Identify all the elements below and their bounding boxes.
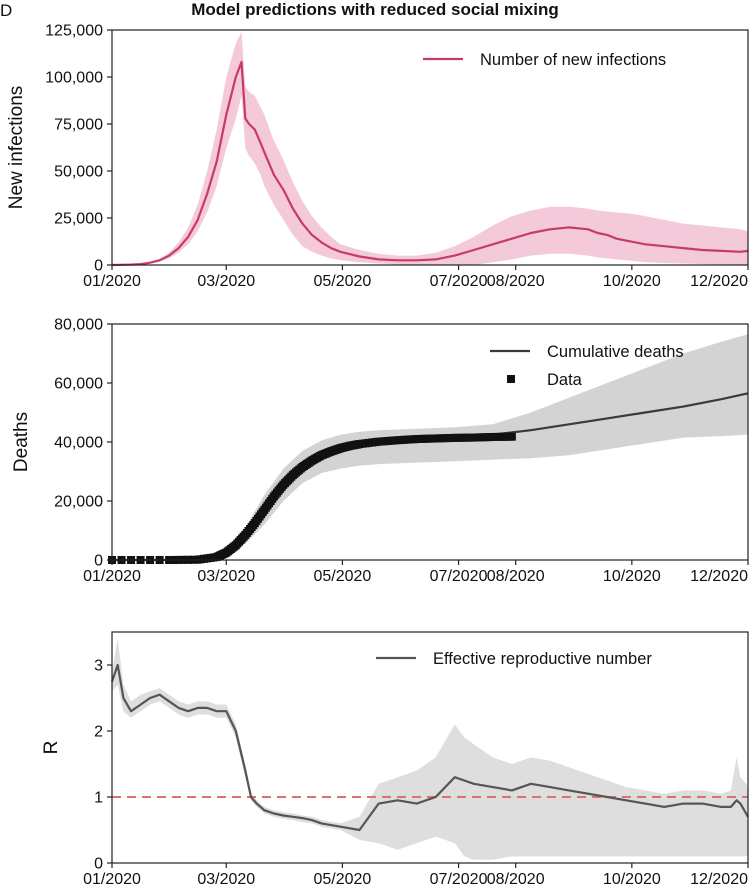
x-tick-label: 12/2020: [690, 568, 748, 585]
data-point: [428, 434, 437, 443]
x-tick-label: 01/2020: [83, 871, 141, 884]
y-tick-label: 0: [94, 856, 103, 873]
data-point: [409, 435, 418, 444]
confidence-band-2-1: [112, 334, 748, 560]
data-point: [390, 436, 399, 445]
x-tick-label: 12/2020: [690, 871, 748, 884]
series-line-3-1: [110, 663, 749, 832]
data-point: [371, 438, 380, 447]
legend-label: Data: [547, 371, 583, 389]
data-point: [249, 521, 258, 530]
y-axis-label: New infections: [6, 86, 27, 210]
legend-marker-data: [507, 375, 515, 383]
chart-panel-3: 0 1 2 3 01/2020 03/2020 05/2020 07/2020 08/2020 1…: [41, 631, 749, 884]
y-tick-label: 25,000: [54, 211, 103, 228]
x-tick-label: 08/2020: [487, 568, 545, 585]
y-tick-label: 100,000: [45, 70, 103, 87]
y-tick-label: 75,000: [54, 117, 103, 134]
chart-panel-1: 0 25,000 50,000 75,000 100,000 125,000 01/2020…: [6, 23, 749, 290]
y-tick-label: 40,000: [54, 435, 103, 452]
y-tick-label: 20,000: [54, 494, 103, 511]
y-tick-label: 1: [94, 790, 103, 807]
y-tick-label: 50,000: [54, 164, 103, 181]
legend-label: Effective reproductive number: [433, 650, 652, 668]
x-tick-label: 10/2020: [603, 273, 661, 290]
legend-label: Number of new infections: [480, 51, 666, 69]
x-tick-label: 03/2020: [197, 871, 255, 884]
y-tick-label: 2: [94, 724, 103, 741]
x-tick-label: 10/2020: [603, 568, 661, 585]
y-axis-label: Deaths: [11, 412, 32, 472]
y-tick-label: 0: [94, 258, 103, 275]
data-point: [209, 553, 218, 562]
confidence-band-3-1: [112, 638, 748, 860]
data-point: [447, 433, 456, 442]
x-tick-label: 12/2020: [690, 273, 748, 290]
x-tick-label: 03/2020: [197, 568, 255, 585]
x-tick-label: 01/2020: [83, 273, 141, 290]
x-tick-label: 03/2020: [197, 273, 255, 290]
confidence-band-1-1: [112, 31, 748, 266]
data-point: [268, 494, 277, 503]
chart-panel-2: 0 20,000 40,000 60,000 80,000 01/2020 03/2020 0…: [11, 317, 749, 585]
data-point: [466, 433, 475, 442]
x-tick-label: 05/2020: [313, 871, 371, 884]
x-tick-label: 07/2020: [430, 273, 488, 290]
panel-letter: D: [0, 1, 13, 20]
y-tick-label: 125,000: [45, 23, 103, 40]
x-tick-label: 10/2020: [603, 871, 661, 884]
x-tick-label: 05/2020: [313, 273, 371, 290]
legend-label: Cumulative deaths: [547, 343, 684, 361]
x-tick-label: 07/2020: [430, 871, 488, 884]
data-point: [485, 433, 494, 442]
y-tick-label: 0: [94, 553, 103, 570]
plot-frame: [111, 29, 749, 266]
x-tick-label: 07/2020: [430, 568, 488, 585]
x-tick-label: 05/2020: [313, 568, 371, 585]
x-tick-label: 08/2020: [487, 273, 545, 290]
y-axis-label: R: [41, 741, 62, 755]
x-tick-label: 01/2020: [83, 568, 141, 585]
data-point: [353, 440, 362, 449]
y-tick-label: 3: [94, 658, 103, 675]
data-point: [504, 432, 513, 441]
data-point: [258, 508, 267, 517]
series-line-1-1: [111, 60, 749, 267]
plot-frame: [111, 631, 749, 864]
x-tick-label: 08/2020: [487, 871, 545, 884]
y-tick-label: 60,000: [54, 376, 103, 393]
y-tick-label: 80,000: [54, 317, 103, 334]
figure-title: Model predictions with reduced social mi…: [191, 0, 559, 19]
